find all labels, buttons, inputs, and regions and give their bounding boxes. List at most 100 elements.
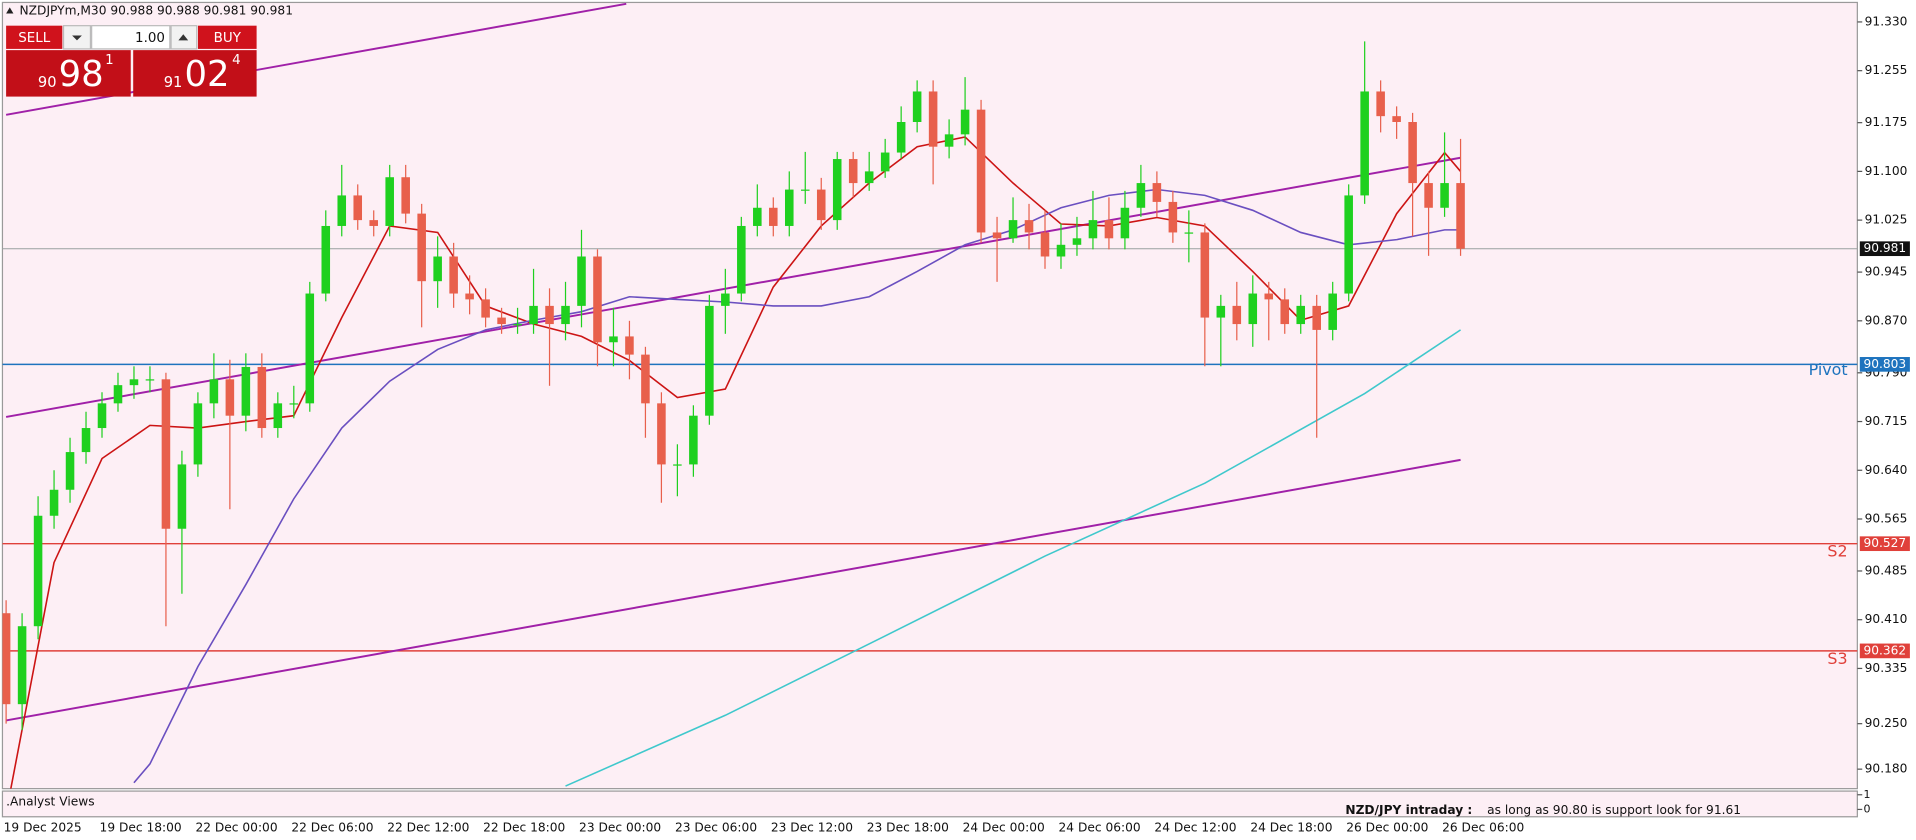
candle-body (241, 366, 251, 416)
note-label: NZD/JPY intraday : (1345, 803, 1472, 817)
candle-body (97, 403, 107, 429)
candle-body (305, 293, 315, 404)
price-box-label: 90.527 (1863, 536, 1906, 550)
candle-body (577, 256, 586, 306)
y-tick-label: 90.870 (1865, 313, 1908, 327)
candle-body (896, 121, 906, 153)
candle-body (784, 189, 794, 226)
candle-body (705, 305, 714, 416)
y-tick-label: 90.715 (1865, 414, 1908, 428)
candle-body (1184, 232, 1194, 234)
price-box (1859, 241, 1910, 257)
price-box-label: 90.981 (1863, 241, 1906, 255)
candle-body (848, 159, 858, 184)
candle-body (465, 293, 474, 300)
sell-label: SELL (18, 31, 50, 46)
candle-body (1152, 183, 1162, 202)
down-arrow (72, 35, 82, 41)
y-tick-label: 90.485 (1865, 563, 1908, 577)
x-tick-label: 23 Dec 00:00 (579, 820, 661, 834)
bid-point: 1 (105, 53, 114, 68)
indicator-title: .Analyst Views (6, 795, 94, 809)
candle-body (1440, 183, 1449, 208)
candle-body (1200, 232, 1210, 318)
candle-body (1072, 238, 1082, 245)
indicator-area (1, 790, 1858, 818)
candle-body (1040, 232, 1050, 257)
candle-body (1024, 220, 1034, 233)
plot-layer (2, 2, 1858, 789)
candle-body (689, 415, 698, 465)
candle-body (369, 220, 378, 226)
price-box-label: 90.362 (1863, 643, 1906, 657)
candle-body (800, 189, 810, 191)
candle-body (593, 256, 602, 343)
bid-box[interactable] (6, 50, 131, 97)
candle-body (529, 305, 538, 325)
indicator-tick-label: 0 (1863, 802, 1870, 815)
candle-body (81, 428, 91, 453)
level-name: Pivot (1809, 360, 1848, 379)
y-tick-label: 90.640 (1865, 463, 1908, 477)
candle-body (832, 159, 842, 221)
candle-body (545, 305, 554, 325)
moving-average (10, 136, 1462, 789)
sell-button[interactable] (6, 25, 63, 49)
lot-input[interactable] (91, 25, 171, 50)
candle-body (1168, 201, 1178, 233)
x-tick-label: 22 Dec 06:00 (291, 820, 373, 834)
candle-body (1248, 293, 1258, 325)
moving-average (133, 188, 1461, 784)
candle-body (641, 354, 650, 404)
candle-body (449, 256, 458, 294)
candle-body (1344, 195, 1353, 294)
candle-body (17, 626, 27, 705)
collapse-icon[interactable] (6, 7, 14, 14)
symbol-title: NZDJPYm,M30 90.988 90.988 90.981 90.981 (20, 4, 293, 18)
candle-body (944, 134, 954, 147)
candle-body (976, 109, 986, 233)
candle-body (385, 177, 394, 226)
candle-body (625, 336, 634, 355)
y-tick-label: 90.180 (1865, 762, 1908, 776)
candle-body (65, 452, 75, 490)
candle-body (1232, 305, 1242, 325)
price-box (1859, 357, 1910, 372)
x-tick-label: 22 Dec 18:00 (483, 820, 565, 834)
candle-body (1264, 293, 1274, 300)
candle-body (1392, 116, 1401, 122)
price-box-label: 90.803 (1863, 357, 1906, 371)
candle-body (1360, 91, 1369, 196)
candle-body (1456, 183, 1465, 249)
candle-body (912, 91, 922, 122)
x-tick-label: 24 Dec 06:00 (1059, 820, 1141, 834)
candle-body (928, 91, 938, 147)
candle-body (1088, 220, 1098, 239)
candle-body (353, 195, 363, 221)
candle-body (2, 613, 11, 705)
candle-body (433, 256, 442, 282)
price-box (1859, 643, 1910, 659)
moving-average (565, 329, 1462, 787)
candle-body (1312, 305, 1321, 330)
y-tick-label: 90.250 (1865, 716, 1908, 730)
ask-point: 4 (232, 53, 241, 68)
level-name: S2 (1827, 542, 1847, 561)
candle-body (273, 403, 283, 429)
buy-button[interactable] (197, 25, 257, 49)
candle-body (497, 317, 506, 325)
candle-body (289, 403, 299, 405)
x-tick-label: 24 Dec 18:00 (1250, 820, 1332, 834)
x-tick-label: 23 Dec 12:00 (771, 820, 853, 834)
indicator-tick-label: 1 (1863, 788, 1870, 801)
candle-body (513, 324, 522, 326)
candle-body (401, 177, 410, 214)
candle-body (145, 379, 155, 381)
candle-body (1408, 121, 1417, 184)
candle-body (1056, 244, 1066, 257)
candle-body (209, 379, 219, 404)
buy-label: BUY (214, 31, 242, 46)
ask-box[interactable] (133, 50, 257, 97)
candle-body (880, 152, 890, 172)
